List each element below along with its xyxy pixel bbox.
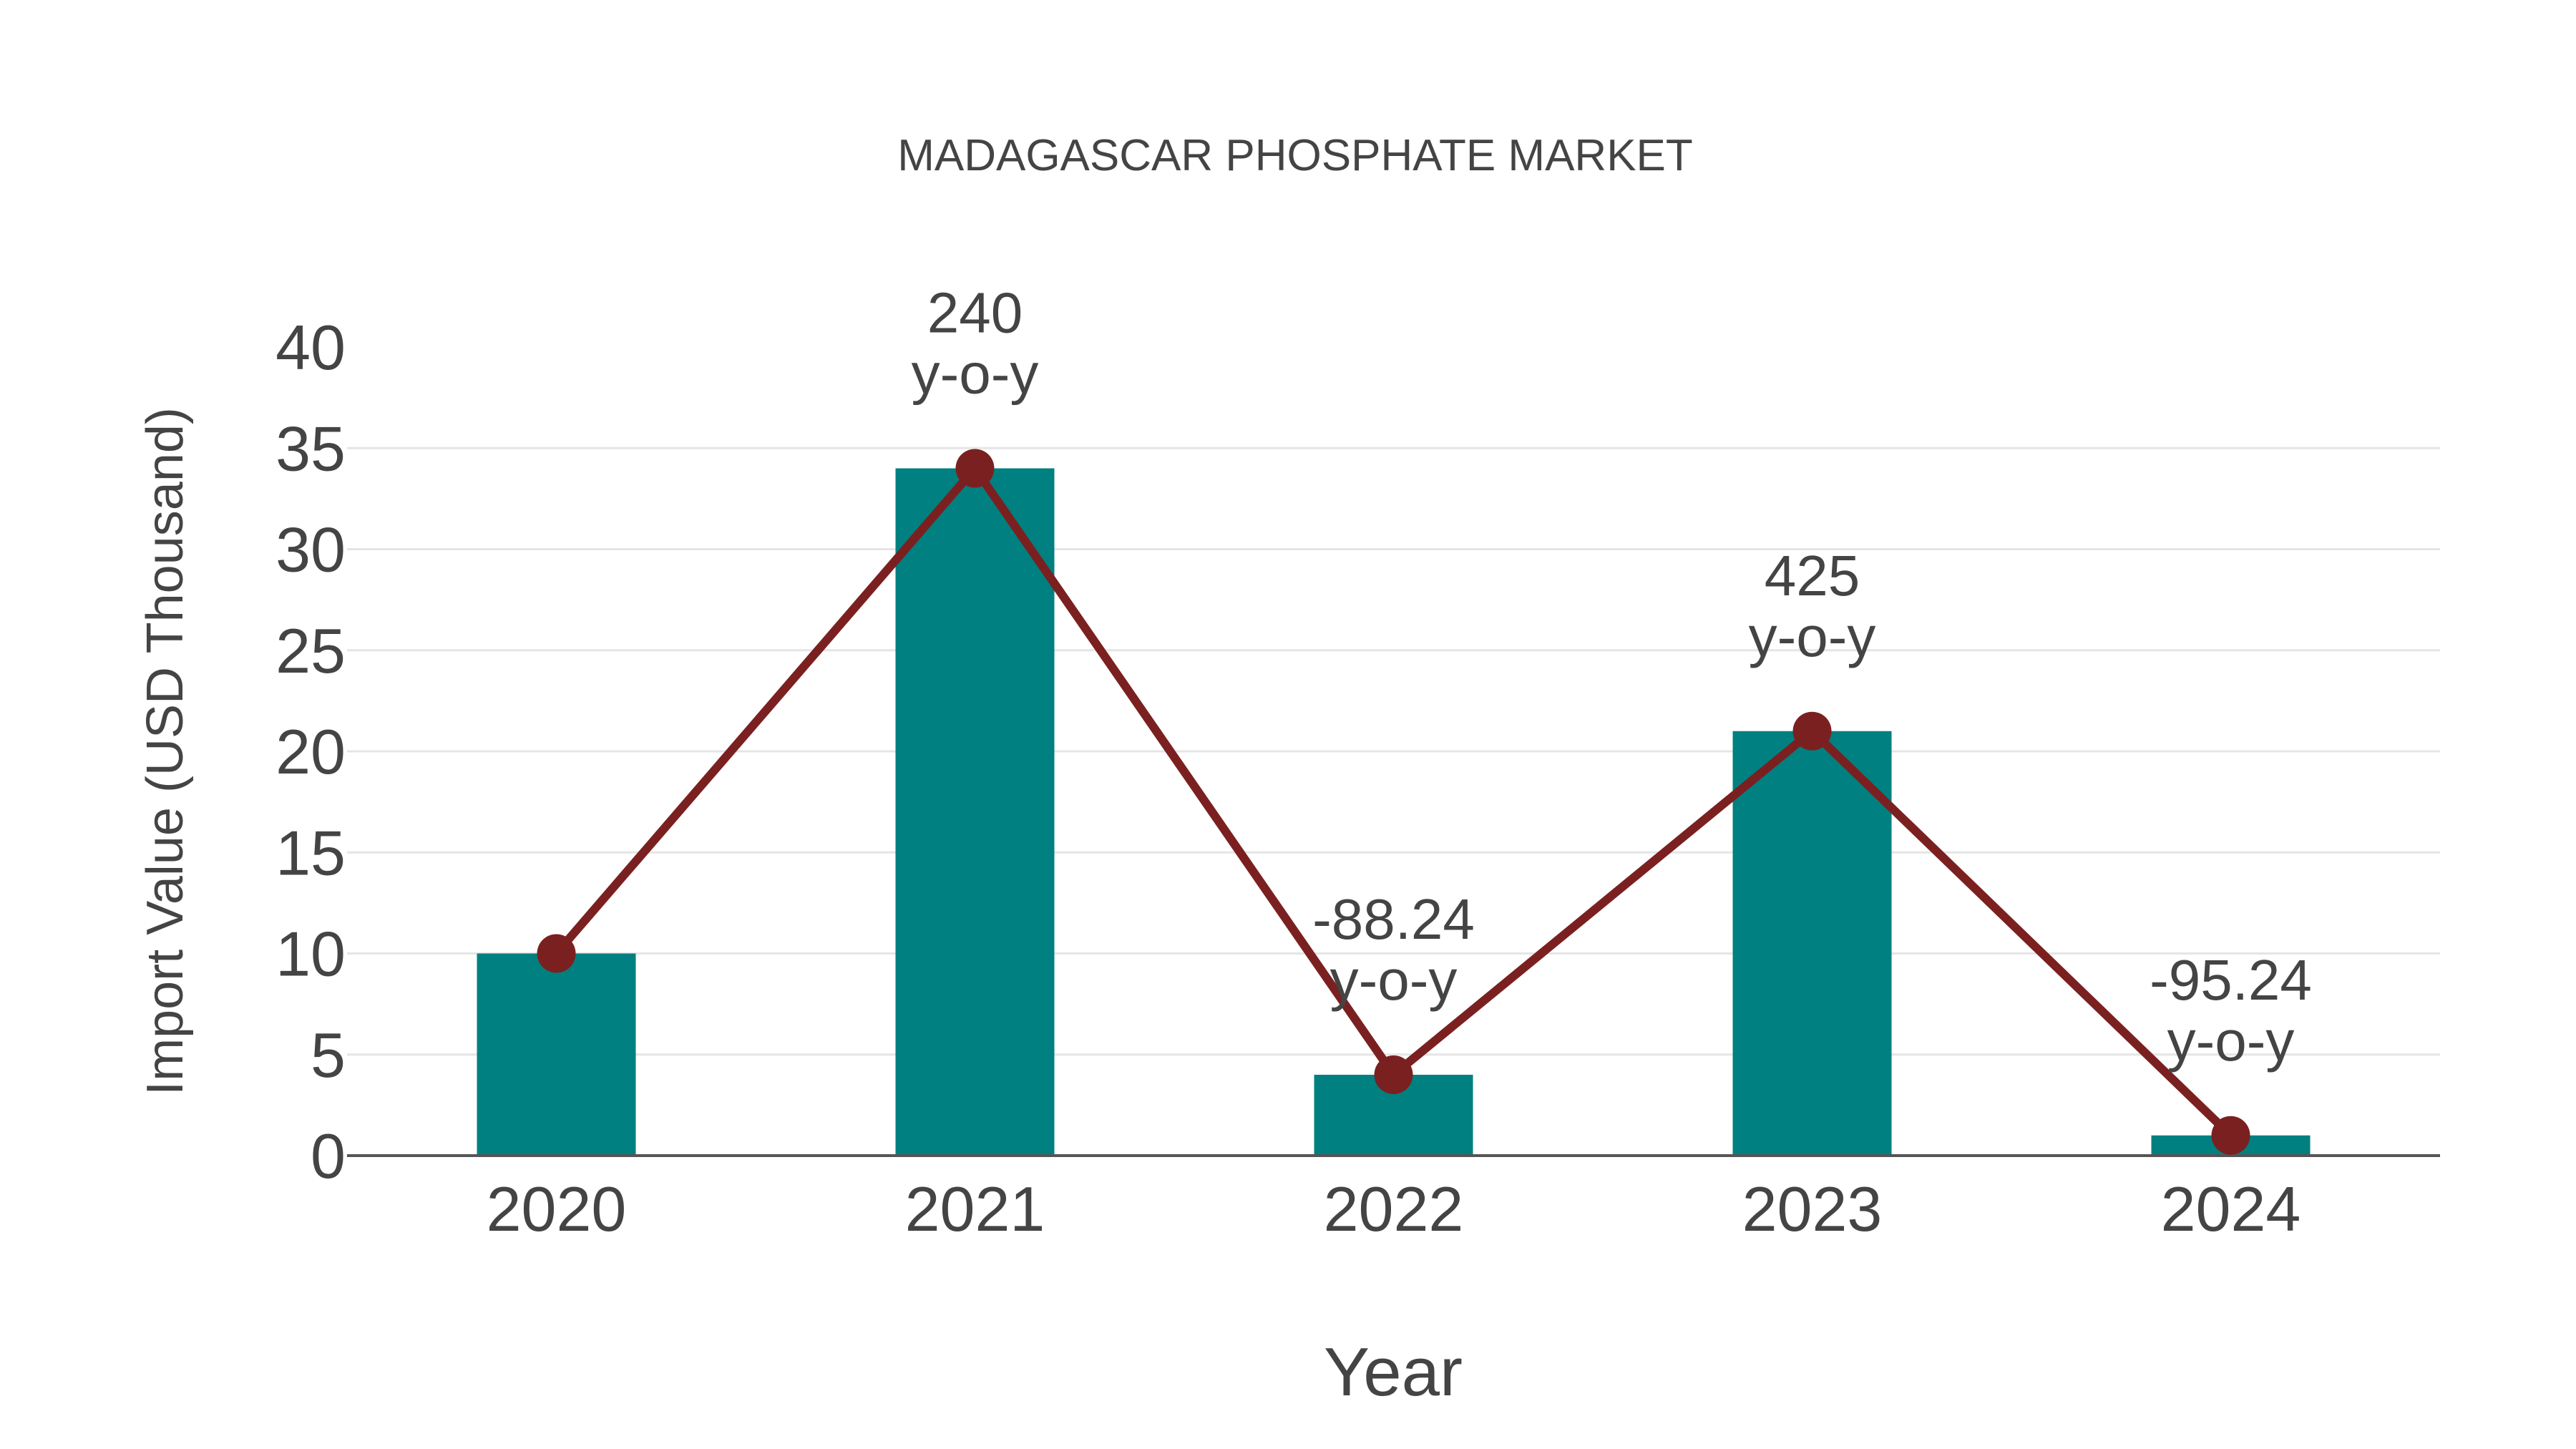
y-tick-label: 5	[311, 1020, 346, 1091]
x-axis-title: Year	[1324, 1334, 1463, 1410]
y-tick-label: 0	[311, 1121, 346, 1191]
yoy-value: -95.24	[2150, 948, 2312, 1012]
yoy-label: y-o-y	[2167, 1009, 2295, 1073]
line-marker	[955, 449, 995, 488]
y-tick-label: 30	[275, 514, 346, 585]
x-tick-label: 2020	[487, 1174, 627, 1244]
yoy-value: 240	[927, 281, 1023, 345]
yoy-label: y-o-y	[912, 342, 1039, 406]
y-tick-label: 35	[275, 413, 346, 484]
yoy-value: 425	[1765, 544, 1860, 608]
y-tick-label: 20	[275, 716, 346, 787]
bar-2023	[1732, 731, 1892, 1156]
y-axis-ticks: 0 5 10 15 20 25 30 35 40	[275, 312, 346, 1191]
line-marker	[1374, 1055, 1413, 1094]
bar-series	[477, 468, 2311, 1156]
y-tick-label: 40	[275, 312, 346, 383]
line-marker	[1792, 711, 1832, 751]
y-axis-title: Import Value (USD Thousand)	[137, 407, 194, 1096]
trend-line	[552, 464, 2234, 1139]
y-tick-label: 25	[275, 615, 346, 686]
yoy-value: -88.24	[1312, 887, 1475, 951]
yoy-label: y-o-y	[1749, 605, 1876, 668]
bar-2021	[895, 468, 1055, 1156]
x-tick-label: 2023	[1742, 1174, 1883, 1244]
x-axis-ticks: 2020 2021 2022 2023 2024	[487, 1174, 2301, 1244]
y-tick-label: 10	[275, 919, 346, 990]
bar-2020	[477, 953, 636, 1156]
chart-title: MADAGASCAR PHOSPHATE MARKET	[897, 131, 1693, 180]
x-tick-label: 2021	[905, 1174, 1045, 1244]
x-tick-label: 2024	[2161, 1174, 2301, 1244]
x-tick-label: 2022	[1324, 1174, 1464, 1244]
line-series	[537, 449, 2250, 1155]
line-marker	[2211, 1116, 2250, 1155]
line-marker	[537, 934, 576, 973]
y-tick-label: 15	[275, 817, 346, 888]
gridlines	[347, 447, 2440, 1056]
yoy-label: y-o-y	[1330, 948, 1458, 1012]
